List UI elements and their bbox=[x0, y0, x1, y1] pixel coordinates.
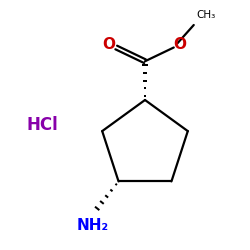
Text: CH₃: CH₃ bbox=[196, 10, 216, 20]
Text: O: O bbox=[103, 37, 116, 52]
Text: HCl: HCl bbox=[26, 116, 58, 134]
Text: O: O bbox=[173, 38, 186, 52]
Text: NH₂: NH₂ bbox=[76, 218, 108, 233]
